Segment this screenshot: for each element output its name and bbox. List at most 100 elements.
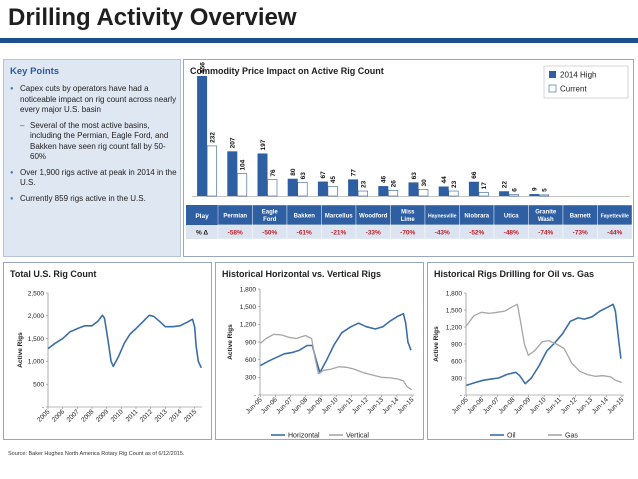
data-label-2014-high: 22 <box>501 181 508 189</box>
table-value: -33% <box>366 230 381 237</box>
total-chart-panel: Total U.S. Rig Count - 500 1,000 1,500 2,000… <box>3 262 212 440</box>
series-line-total <box>47 314 203 369</box>
bar-2014-high <box>287 178 298 196</box>
data-label-2014-high: 77 <box>350 169 357 177</box>
commodity-chart-panel: Commodity Price Impact on Active Rig Cou… <box>183 59 634 257</box>
y-tick-label: 2,000 <box>28 313 45 320</box>
commodity-chart-title: Commodity Price Impact on Active Rig Cou… <box>190 66 384 76</box>
data-label-current: 17 <box>481 182 488 190</box>
y-tick-label: 300 <box>245 375 256 382</box>
y-tick-label: 1,800 <box>446 290 463 297</box>
title-rule <box>0 38 638 43</box>
y-tick-label: 1,500 <box>28 336 45 343</box>
legend-label-gas: Gas <box>565 433 578 440</box>
data-label-current: 63 <box>300 172 307 180</box>
y-tick-label: - <box>254 392 256 399</box>
table-value: -74% <box>538 230 553 237</box>
x-tick-label: Jun-10 <box>529 396 548 415</box>
data-label-current: 30 <box>421 179 428 187</box>
x-tick-label: 2012 <box>139 408 154 423</box>
x-tick-label: 2015 <box>183 408 198 423</box>
total-chart-title: Total U.S. Rig Count <box>10 269 97 279</box>
y-tick-label: 600 <box>451 358 462 365</box>
y-tick-label: 1,800 <box>240 286 257 293</box>
table-header-label: Bakken <box>294 214 316 220</box>
table-value: -43% <box>435 230 450 237</box>
data-label-current: 5 <box>542 188 549 192</box>
legend-label-vertical: Vertical <box>346 433 369 440</box>
data-label-current: 232 <box>209 132 216 143</box>
horizvert-chart-panel: Historical Horizontal vs. Vertical Rigs … <box>215 262 424 440</box>
series-line-oil <box>466 303 622 387</box>
data-label-2014-high: 556 <box>199 62 206 73</box>
x-tick-label: 2007 <box>66 408 81 423</box>
y-tick-label: 2,500 <box>28 290 45 297</box>
key-point-item: Capex cuts by operators have had a notic… <box>10 84 178 116</box>
table-value: -50% <box>262 230 277 237</box>
legend-label-oil: Oil <box>507 433 516 440</box>
table-row-label: % Δ <box>196 230 208 237</box>
oilgas-chart-title: Historical Rigs Drilling for Oil vs. Gas <box>434 269 595 279</box>
table-value: -44% <box>607 230 622 237</box>
y-tick-label: 1,500 <box>240 304 257 311</box>
data-label-2014-high: 44 <box>441 176 448 184</box>
legend-swatch-2014-high <box>549 71 556 78</box>
data-label-current: 104 <box>240 159 247 170</box>
data-label-current: 23 <box>360 180 367 188</box>
data-label-2014-high: 67 <box>320 171 327 179</box>
bar-current <box>478 192 489 197</box>
table-row-label-cell <box>186 225 218 239</box>
data-label-2014-high: 80 <box>290 168 297 176</box>
table-header-label: Ford <box>263 217 277 223</box>
source-note: Source: Baker Hughes North America Rotar… <box>8 451 185 457</box>
table-header-label: Play <box>195 213 209 220</box>
x-tick-label: 2006 <box>51 408 66 423</box>
legend-label-horizontal: Horizontal <box>288 433 320 440</box>
bar-2014-high <box>468 181 479 196</box>
y-axis-label: Active Rigs <box>227 324 234 360</box>
table-header-label: Haynesville <box>428 214 457 220</box>
table-header-label: Granite <box>535 210 557 216</box>
y-tick-label: 900 <box>451 341 462 348</box>
bar-current <box>267 179 278 197</box>
series-line-gas <box>465 303 622 384</box>
x-tick-label: Jun-10 <box>321 396 340 415</box>
bar-current <box>297 182 308 197</box>
x-tick-label: 2005 <box>36 408 51 423</box>
key-points-list: Capex cuts by operators have had a notic… <box>10 84 178 209</box>
bar-2014-high <box>529 194 540 196</box>
x-tick-label: 2008 <box>80 408 95 423</box>
data-label-2014-high: 46 <box>381 175 388 183</box>
x-tick-label: Jun-15 <box>606 396 625 415</box>
table-value: -73% <box>573 230 588 237</box>
table-header-label: Niobrara <box>464 214 489 220</box>
bar-2014-high <box>378 186 389 196</box>
y-tick-label: - <box>460 392 462 399</box>
y-tick-label: 300 <box>451 375 462 382</box>
data-label-2014-high: 9 <box>532 187 539 191</box>
table-value: -70% <box>400 230 415 237</box>
oilgas-chart-panel: Historical Rigs Drilling for Oil vs. Gas… <box>427 262 634 440</box>
key-points-title: Key Points <box>10 66 60 77</box>
bar-current <box>388 190 399 197</box>
series-line-vertical <box>259 333 413 391</box>
x-tick-label: 2009 <box>95 408 110 423</box>
data-label-current: 23 <box>451 180 458 188</box>
data-label-2014-high: 207 <box>230 137 237 148</box>
bar-current <box>508 194 519 197</box>
bar-current <box>448 190 459 197</box>
legend-box <box>543 65 629 99</box>
x-tick-label: 2013 <box>154 408 169 423</box>
y-tick-label: 1,200 <box>446 324 463 331</box>
table-value: -52% <box>469 230 484 237</box>
horizvert-chart-title: Historical Horizontal vs. Vertical Rigs <box>222 269 382 279</box>
table-header-label: Miss <box>401 210 415 216</box>
table-value: -58% <box>228 230 243 237</box>
series-line-horizontal <box>259 312 412 374</box>
table-value: -48% <box>504 230 519 237</box>
bar-2014-high <box>348 179 359 196</box>
table-header-label: Utica <box>504 214 519 220</box>
table-header-label: Barnett <box>570 214 591 220</box>
bar-current <box>418 189 429 197</box>
legend-label-2014-high: 2014 High <box>560 71 596 80</box>
